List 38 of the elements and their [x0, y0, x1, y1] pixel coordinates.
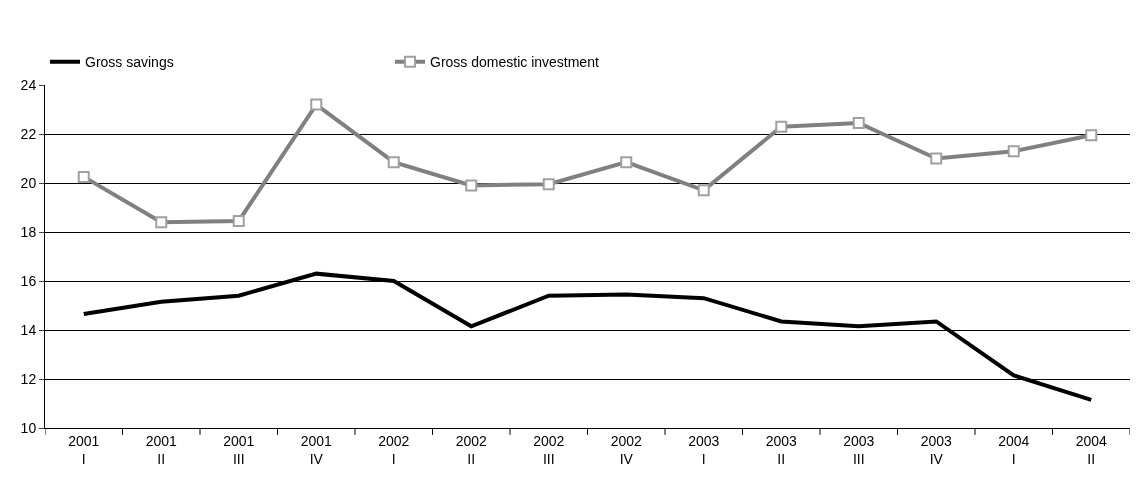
- point: [77, 170, 90, 183]
- point: [465, 179, 478, 192]
- legend-label: Gross domestic investment: [430, 54, 599, 71]
- point: [387, 156, 400, 169]
- x-tick-label: 2001 III: [223, 432, 255, 467]
- x-tick-label: 2002 II: [455, 432, 488, 467]
- y-tick-label: 22: [20, 125, 37, 142]
- y-tick-label: 12: [20, 370, 37, 387]
- x-tick-label: 2004 II: [1075, 432, 1108, 467]
- y-tick-label: 10: [20, 419, 37, 436]
- y-tick-label: 14: [20, 321, 37, 338]
- point: [697, 184, 710, 197]
- y-tick-label: 16: [20, 272, 37, 289]
- point: [232, 214, 245, 227]
- x-tick-label: 2001 IV: [300, 432, 333, 467]
- point: [1007, 145, 1020, 158]
- y-tick-label: 24: [20, 76, 37, 93]
- x-tick-label: 2002 III: [533, 432, 565, 467]
- legend-label: Gross savings: [85, 54, 174, 71]
- x-tick-label: 2003 III: [843, 432, 875, 467]
- point: [542, 178, 555, 191]
- point: [930, 152, 943, 165]
- y-tick-label: 18: [20, 223, 37, 240]
- point: [1085, 129, 1098, 142]
- x-tick-label: 2003 I: [688, 432, 720, 467]
- x-tick-label: 2001 II: [145, 432, 178, 467]
- x-tick-label: 2003 IV: [920, 432, 953, 467]
- point: [155, 216, 168, 229]
- y-tick-label: 20: [20, 174, 37, 191]
- point: [310, 98, 323, 111]
- x-tick-label: 2004 I: [998, 432, 1030, 467]
- point: [775, 120, 788, 133]
- point: [620, 156, 633, 169]
- x-tick-label: 2002 IV: [610, 432, 643, 467]
- x-tick-label: 2002 I: [378, 432, 410, 467]
- x-tick-label: 2001 I: [68, 432, 100, 467]
- point: [852, 116, 865, 129]
- x-tick-label: 2003 II: [765, 432, 798, 467]
